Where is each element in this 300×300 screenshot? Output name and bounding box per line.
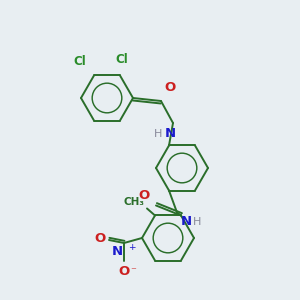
Text: O: O: [139, 190, 150, 202]
Text: +: +: [128, 243, 136, 252]
Text: N: N: [181, 214, 192, 227]
Text: CH₃: CH₃: [124, 197, 145, 208]
Text: H: H: [193, 217, 201, 226]
Text: ⁻: ⁻: [130, 266, 136, 276]
Text: O: O: [164, 81, 175, 94]
Text: O: O: [118, 265, 130, 278]
Text: Cl: Cl: [116, 53, 128, 67]
Text: H: H: [154, 129, 162, 139]
Text: N: N: [112, 245, 123, 258]
Text: Cl: Cl: [73, 56, 86, 68]
Text: N: N: [164, 127, 175, 140]
Text: O: O: [95, 232, 106, 244]
